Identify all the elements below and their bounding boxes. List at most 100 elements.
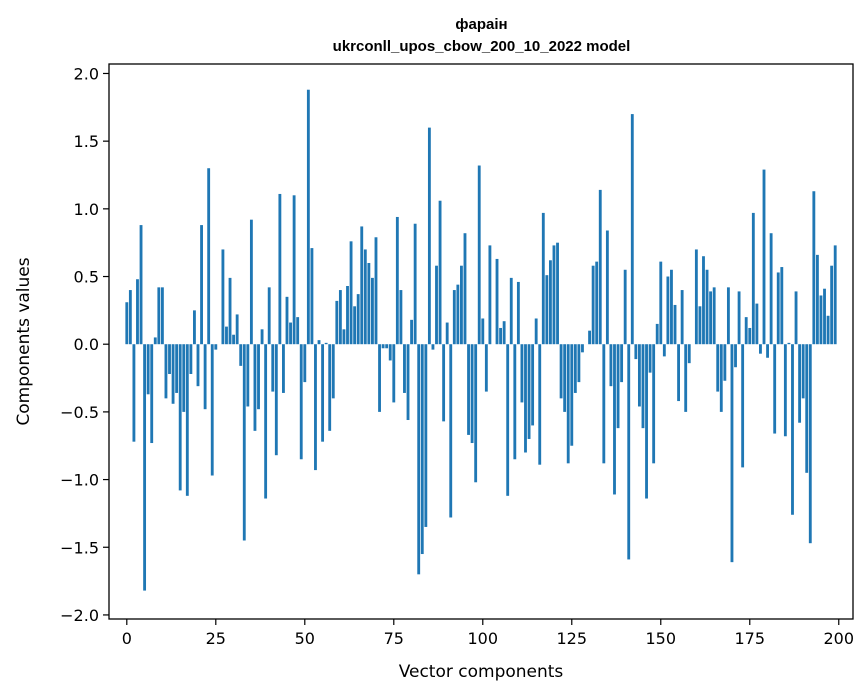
bar-component-59 bbox=[335, 300, 339, 345]
bar-component-150 bbox=[659, 261, 663, 345]
y-tick-label: 1.0 bbox=[74, 200, 99, 219]
bar-component-165 bbox=[712, 287, 716, 345]
bar-component-189 bbox=[798, 344, 802, 423]
bar-component-36 bbox=[253, 344, 257, 431]
bar-component-187 bbox=[791, 344, 794, 515]
bar-component-141 bbox=[627, 344, 631, 560]
bar-component-119 bbox=[548, 260, 552, 345]
bar-component-117 bbox=[541, 212, 545, 345]
bar-component-188 bbox=[794, 291, 798, 345]
bar-component-170 bbox=[730, 344, 734, 563]
bar-component-137 bbox=[613, 344, 616, 495]
bar-component-77 bbox=[399, 290, 403, 345]
bar-component-144 bbox=[637, 344, 641, 407]
x-axis-label: Vector components bbox=[399, 662, 564, 682]
bar-component-29 bbox=[228, 277, 232, 345]
x-tick-label: 25 bbox=[206, 629, 226, 648]
y-tick-label: −0.5 bbox=[60, 403, 99, 422]
bar-component-112 bbox=[524, 344, 527, 453]
bar-component-194 bbox=[815, 254, 819, 345]
bar-component-63 bbox=[349, 241, 353, 345]
bar-component-51 bbox=[306, 89, 310, 345]
bar-component-31 bbox=[235, 314, 239, 345]
plot-frame bbox=[108, 63, 854, 620]
bar-component-97 bbox=[470, 344, 474, 444]
bar-component-178 bbox=[759, 344, 762, 354]
bar-component-114 bbox=[531, 344, 535, 426]
bar-component-38 bbox=[260, 329, 264, 345]
bar-component-91 bbox=[449, 344, 453, 518]
bar-component-154 bbox=[673, 304, 677, 345]
bar-component-83 bbox=[420, 344, 424, 555]
bar-component-182 bbox=[773, 344, 777, 434]
bar-component-156 bbox=[680, 290, 684, 345]
bar-component-12 bbox=[168, 344, 171, 374]
bar-component-177 bbox=[755, 303, 759, 345]
bar-component-5 bbox=[143, 344, 147, 591]
bar-component-1 bbox=[128, 290, 132, 345]
x-tick-label: 150 bbox=[645, 629, 676, 648]
bar-component-152 bbox=[666, 276, 670, 345]
bar-component-143 bbox=[634, 344, 638, 360]
bar-component-13 bbox=[171, 344, 175, 404]
bar-component-78 bbox=[403, 344, 406, 393]
bar-component-16 bbox=[182, 344, 186, 412]
bar-component-76 bbox=[395, 216, 399, 345]
bar-component-66 bbox=[360, 226, 364, 345]
bar-component-70 bbox=[374, 237, 378, 345]
bar-component-195 bbox=[819, 295, 823, 345]
bar-component-90 bbox=[445, 322, 449, 345]
bar-component-93 bbox=[456, 284, 460, 345]
bar-component-138 bbox=[616, 344, 620, 429]
x-tick-label: 175 bbox=[734, 629, 765, 648]
bar-component-127 bbox=[577, 344, 581, 383]
bar-component-56 bbox=[324, 342, 328, 345]
bar-component-180 bbox=[766, 344, 769, 358]
bar-component-192 bbox=[808, 344, 812, 544]
bar-component-146 bbox=[645, 344, 648, 499]
y-tick-label: −2.0 bbox=[60, 606, 99, 625]
bar-component-116 bbox=[538, 344, 542, 465]
bar-component-135 bbox=[605, 230, 609, 345]
bar-component-92 bbox=[452, 290, 456, 345]
bar-component-166 bbox=[716, 344, 720, 392]
bar-component-35 bbox=[249, 219, 253, 345]
bar-component-171 bbox=[734, 344, 737, 368]
bar-component-84 bbox=[424, 344, 428, 527]
bar-component-34 bbox=[246, 344, 250, 407]
bar-component-23 bbox=[207, 168, 211, 345]
bar-component-65 bbox=[356, 294, 360, 345]
bar-component-110 bbox=[516, 281, 520, 345]
bar-component-168 bbox=[723, 344, 727, 381]
bar-component-42 bbox=[274, 344, 278, 456]
bar-component-48 bbox=[296, 317, 300, 345]
bar-component-69 bbox=[371, 277, 374, 345]
bar-component-120 bbox=[552, 245, 556, 345]
bar-component-94 bbox=[460, 265, 463, 345]
bar-component-44 bbox=[282, 344, 285, 393]
bar-component-101 bbox=[484, 344, 488, 392]
bar-component-105 bbox=[499, 327, 503, 345]
x-axis-ticks: 0 25 50 75 100 125 150 175 200 bbox=[122, 619, 854, 648]
bar-component-6 bbox=[146, 344, 150, 395]
bar-component-128 bbox=[581, 344, 584, 353]
bar-component-174 bbox=[744, 317, 748, 345]
bar-component-57 bbox=[328, 344, 332, 431]
bar-component-118 bbox=[545, 275, 549, 345]
bar-component-87 bbox=[435, 265, 438, 345]
bar-component-145 bbox=[641, 344, 645, 429]
bar-component-30 bbox=[232, 334, 236, 345]
bar-component-49 bbox=[299, 344, 303, 460]
bar-component-85 bbox=[427, 127, 431, 345]
bar-component-173 bbox=[741, 344, 745, 468]
bar-component-32 bbox=[239, 344, 243, 366]
bar-component-89 bbox=[442, 344, 446, 422]
y-tick-label: 0.0 bbox=[74, 335, 99, 354]
bar-component-125 bbox=[570, 344, 574, 446]
bar-component-111 bbox=[520, 344, 524, 403]
y-axis-label: Components values bbox=[14, 257, 34, 425]
bar-component-184 bbox=[780, 267, 784, 345]
bar-component-7 bbox=[150, 344, 154, 444]
bar-component-28 bbox=[225, 326, 228, 345]
